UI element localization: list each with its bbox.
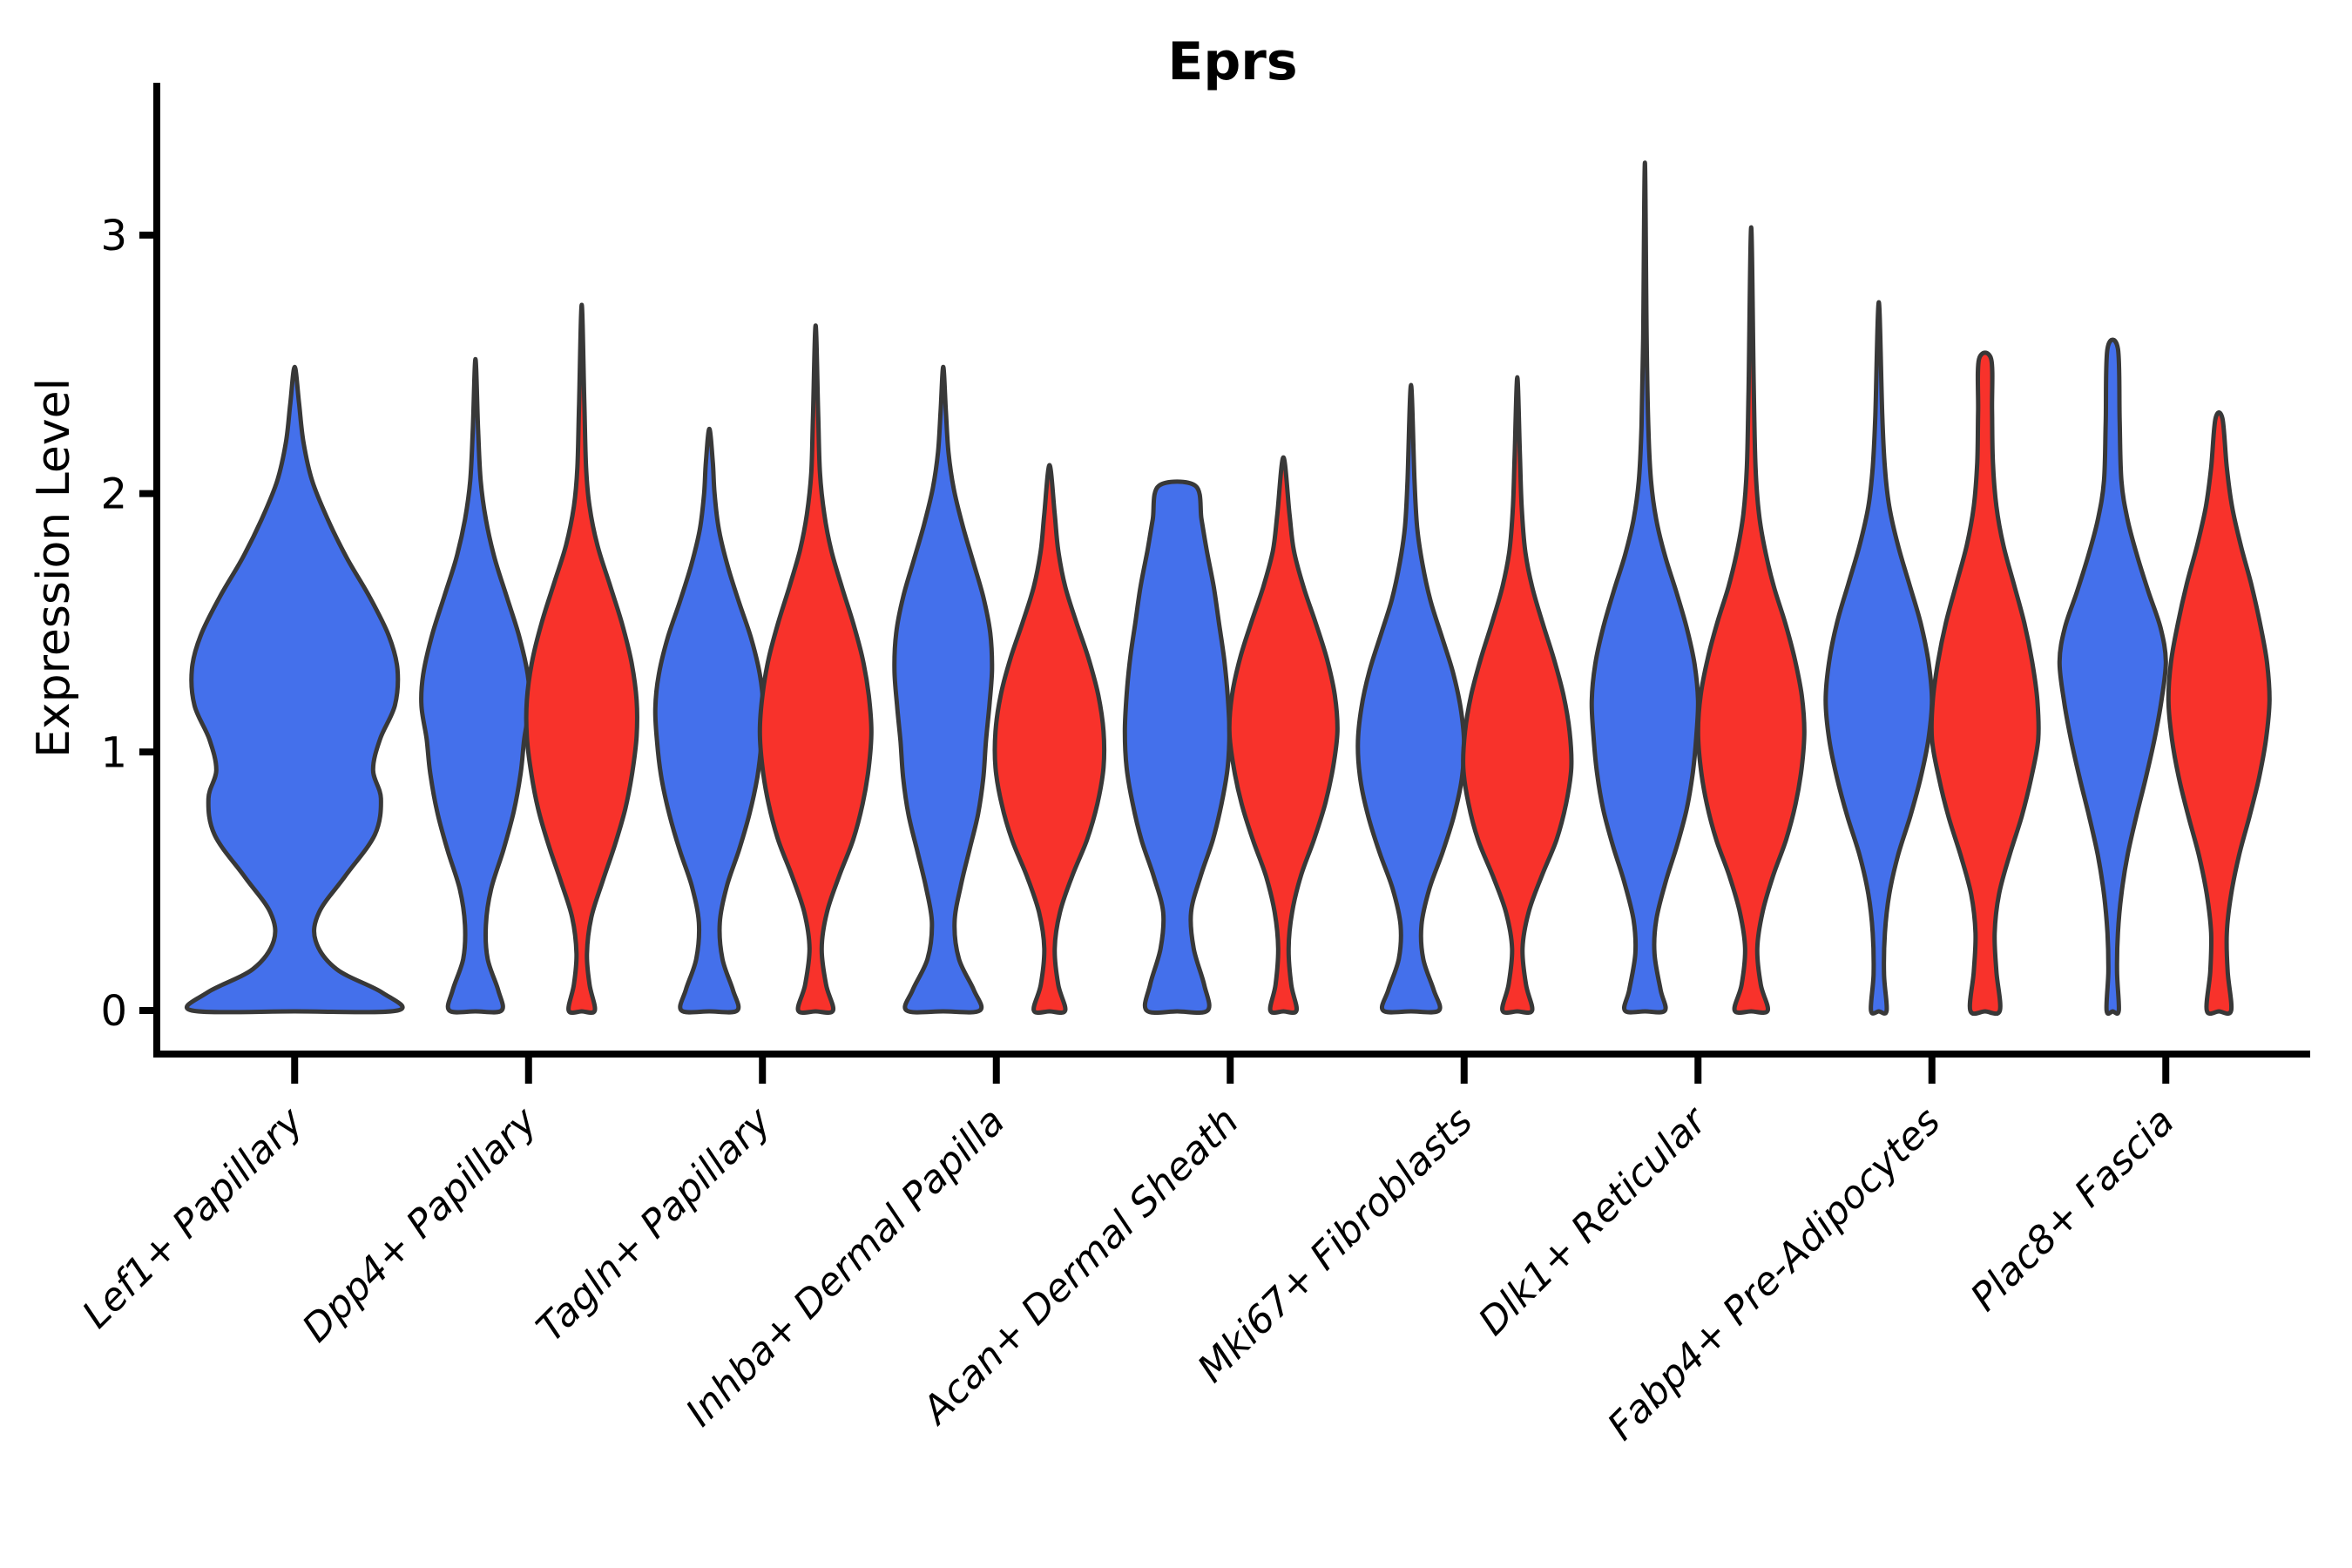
violin-tagln-papillary-blue [652,426,766,1015]
violin-acan-dermal-sheath-red [1227,455,1340,1016]
y-tick-label-0: 0 [100,987,127,1036]
violin-mki67-fibroblasts-red [1461,375,1574,1016]
violin-lef1-papillary-blue [184,364,405,1015]
x-tick-label-0: Lef1+ Papillary [74,1098,313,1337]
violin-plac8-fascia-red [2166,410,2272,1017]
violin-inhba-dermal-papilla-blue [892,364,995,1015]
violin-fabp4-pre-adipocytes-red [1929,350,2041,1017]
violin-mki67-fibroblasts-blue [1355,382,1467,1015]
violin-dpp4-papillary-red [524,302,639,1016]
violin-fabp4-pre-adipocytes-blue [1823,300,1935,1016]
violin-dlk1-reticular-blue [1589,160,1700,1015]
x-tick-label-1: Dpp4+ Papillary [294,1098,546,1351]
violin-dlk1-reticular-red [1695,225,1807,1016]
x-tick-label-8: Plac8+ Fascia [1963,1099,2183,1320]
y-tick-label-3: 3 [100,212,127,260]
violin-dpp4-papillary-blue [419,356,532,1015]
violin-plac8-fascia-blue [2057,337,2168,1017]
y-tick-label-1: 1 [100,728,127,777]
y-tick-label-2: 2 [100,470,127,519]
violin-acan-dermal-sheath-blue [1122,479,1232,1016]
chart-title: Eprs [1167,31,1298,92]
violin-inhba-dermal-papilla-red [992,463,1107,1016]
x-tick-label-6: Dlk1+ Reticular [1470,1098,1717,1344]
violin-tagln-papillary-red [757,323,874,1016]
x-tick-label-2: Tagln+ Papillary [528,1098,780,1350]
